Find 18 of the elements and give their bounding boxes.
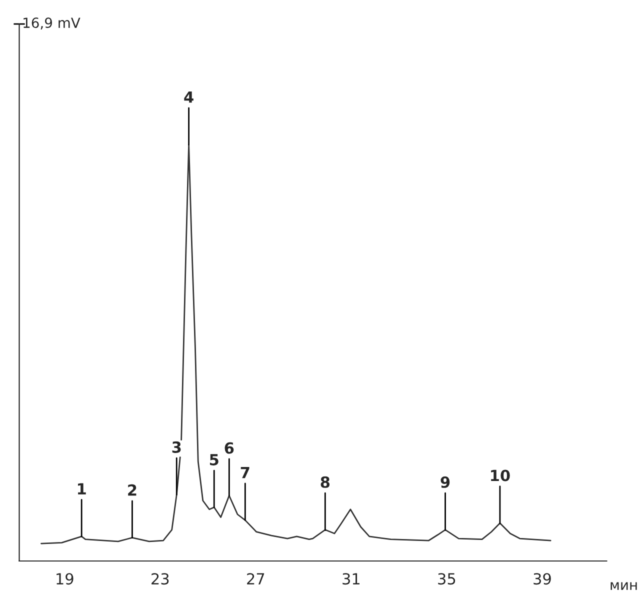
annotation: 9	[440, 476, 450, 488]
annotation: 7	[240, 467, 250, 478]
x-tick-label: 35	[438, 573, 456, 585]
annotation: 4	[184, 92, 194, 103]
x-tick-label: 31	[342, 573, 360, 585]
annotation: 3	[172, 441, 181, 453]
x-tick-label: 23	[152, 573, 169, 585]
annotation: 5	[210, 454, 218, 466]
annotation: 8	[320, 476, 330, 488]
annotation: 10	[491, 470, 510, 482]
annotation: 1	[78, 483, 86, 494]
annotation: 6	[224, 442, 234, 454]
annotation: 2	[128, 484, 136, 496]
x-axis-title: мин	[610, 582, 637, 590]
x-tick-label: 39	[534, 573, 551, 585]
x-tick-label: 19	[56, 573, 74, 585]
text: 16,9 mV	[24, 18, 80, 30]
x-tick-label: 27	[247, 573, 264, 584]
